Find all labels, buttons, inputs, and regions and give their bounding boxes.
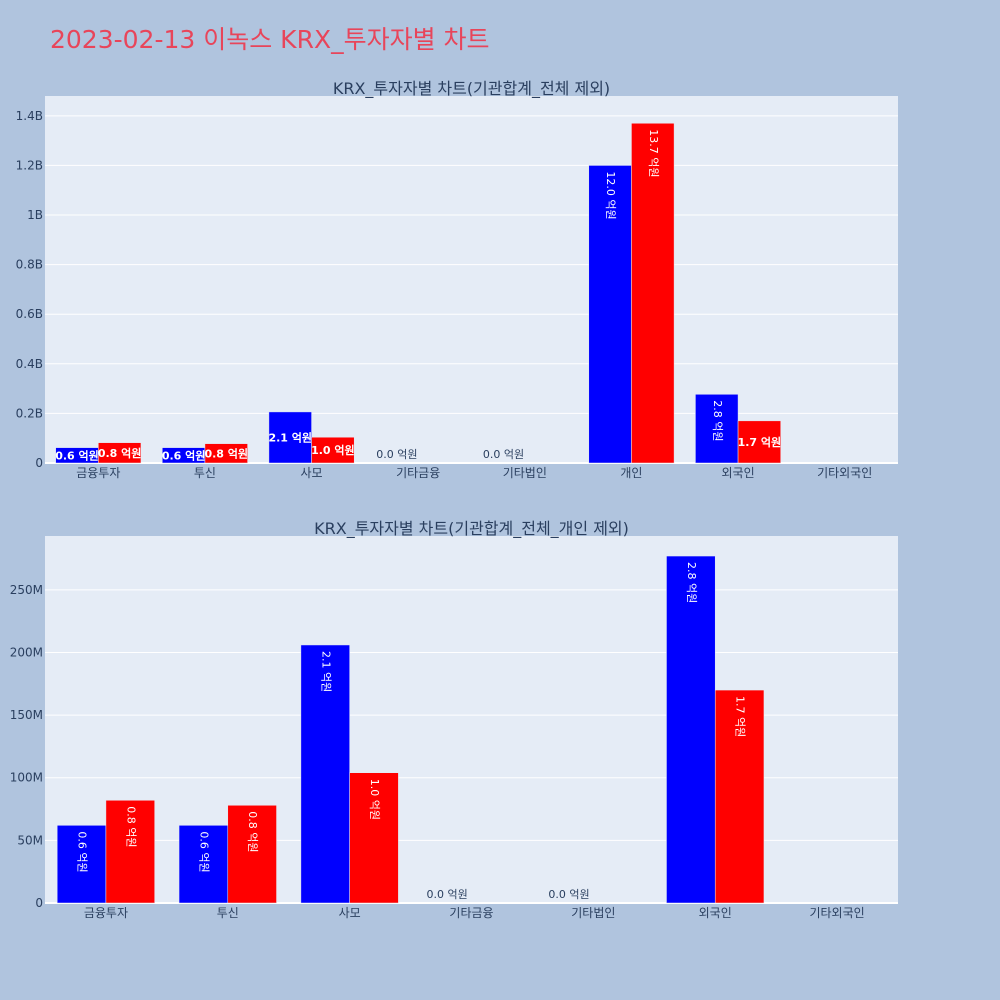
data-label: 0.8 억원 [204, 446, 248, 460]
data-label: 1.0 억원 [311, 443, 355, 457]
bar [666, 555, 716, 904]
x-tick-label: 금융투자 [84, 906, 128, 920]
y-tick-label: 100M [10, 771, 43, 785]
x-tick-label: 외국인 [722, 466, 755, 480]
x-tick-label: 개인 [620, 466, 642, 480]
data-label: 12.0 억원 [604, 171, 617, 219]
bar [695, 394, 739, 464]
x-tick-label: 투신 [217, 906, 239, 920]
data-label: 0.0 억원 [548, 888, 589, 901]
y-tick-label: 0.6B [16, 307, 43, 321]
subplot-title: KRX_투자자별 차트(기관합계_전체 제외) [333, 79, 610, 99]
bar [300, 644, 350, 904]
data-label: 2.1 억원 [319, 651, 332, 692]
subplot-title: KRX_투자자별 차트(기관합계_전체_개인 제외) [314, 519, 629, 539]
y-tick-label: 0 [35, 896, 43, 910]
y-tick-label: 1.4B [16, 109, 43, 123]
data-label: 0.8 억원 [124, 806, 137, 847]
bar [178, 825, 229, 904]
x-tick-label: 투신 [194, 466, 216, 480]
data-label: 0.6 억원 [76, 831, 89, 872]
data-label: 2.8 억원 [711, 400, 724, 441]
data-label: 0.6 억원 [197, 831, 210, 872]
data-label: 0.6 억원 [55, 448, 99, 462]
data-label: 0.0 억원 [483, 448, 524, 461]
data-label: 1.7 억원 [738, 435, 782, 449]
x-tick-label: 사모 [301, 466, 323, 480]
bar [737, 420, 781, 464]
bar [268, 411, 312, 464]
data-label: 13.7 억원 [647, 129, 660, 177]
y-tick-label: 250M [10, 583, 43, 597]
y-tick-label: 0 [35, 456, 43, 470]
data-label: 1.0 억원 [368, 779, 381, 820]
page-title: 2023-02-13 이녹스 KRX_투자자별 차트 [50, 25, 490, 54]
y-tick-label: 0.8B [16, 258, 43, 272]
data-label: 2.1 억원 [268, 430, 312, 444]
bar [311, 436, 355, 464]
plot-area-1 [45, 96, 898, 463]
x-tick-label: 금융투자 [76, 466, 120, 480]
data-label: 0.0 억원 [427, 888, 468, 901]
x-tick-label: 사모 [339, 906, 361, 920]
bar [588, 165, 632, 464]
data-label: 0.6 억원 [162, 448, 206, 462]
y-tick-label: 1.2B [16, 158, 43, 172]
y-tick-label: 200M [10, 645, 43, 659]
y-tick-label: 0.2B [16, 406, 43, 420]
x-tick-label: 기타법인 [571, 906, 615, 920]
bar [105, 800, 155, 904]
data-label: 0.8 억원 [246, 811, 259, 852]
plot-area-2 [45, 536, 898, 903]
bar [349, 772, 399, 904]
y-tick-label: 50M [17, 833, 43, 847]
y-tick-label: 1B [27, 208, 43, 222]
bar [204, 443, 248, 464]
bar [631, 123, 675, 464]
y-tick-label: 0.4B [16, 357, 43, 371]
bar [714, 689, 765, 904]
data-label: 1.7 억원 [734, 696, 747, 737]
x-tick-label: 기타법인 [503, 466, 547, 480]
data-label: 0.8 억원 [98, 446, 142, 460]
data-label: 2.8 억원 [685, 562, 698, 603]
x-tick-label: 기타외국인 [817, 466, 872, 480]
bar [98, 442, 142, 464]
x-tick-label: 기타금융 [449, 906, 493, 920]
x-tick-label: 기타외국인 [809, 906, 864, 920]
x-tick-label: 외국인 [699, 906, 732, 920]
data-label: 0.0 억원 [376, 448, 417, 461]
x-tick-label: 기타금융 [396, 466, 440, 480]
bar [56, 825, 107, 904]
y-tick-label: 150M [10, 708, 43, 722]
bar [227, 805, 277, 904]
